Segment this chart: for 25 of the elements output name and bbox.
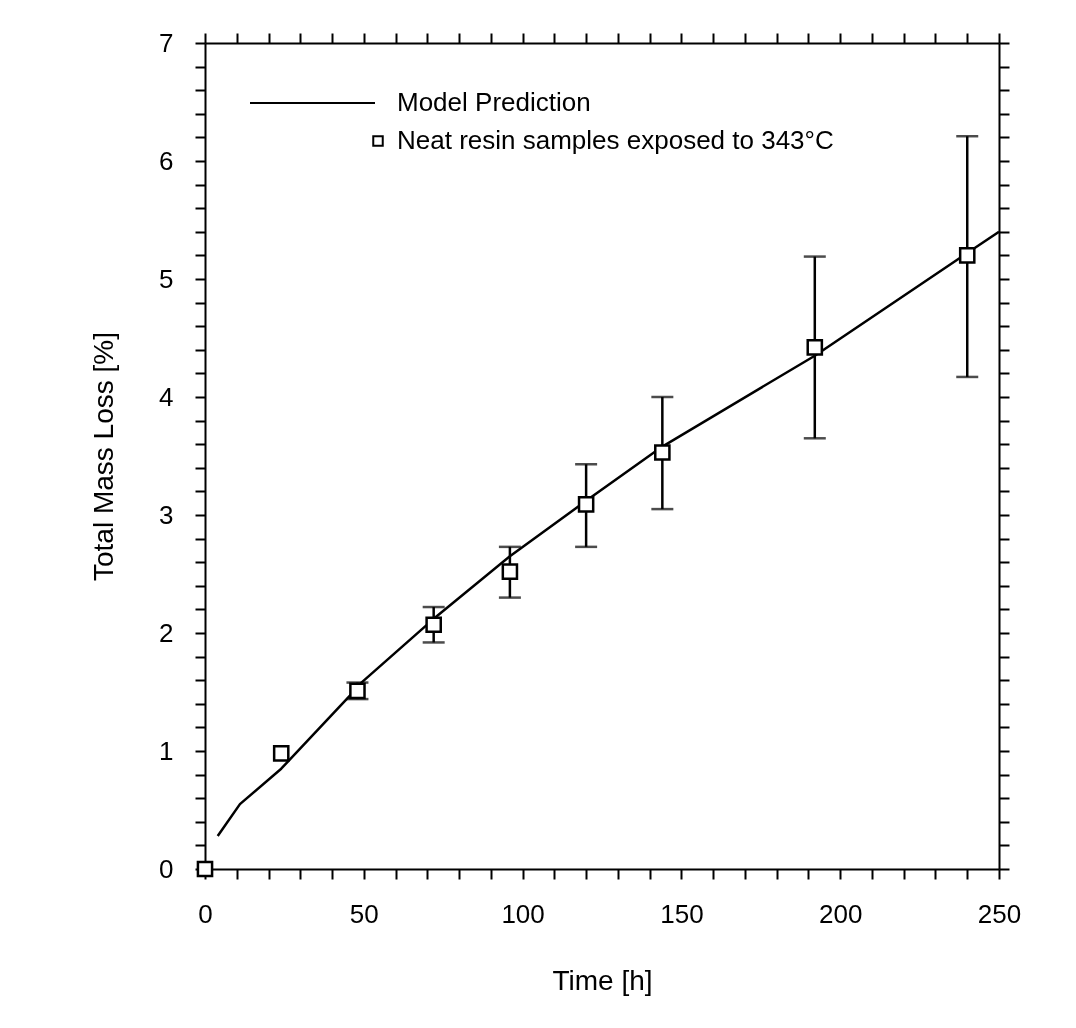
x-tick-label: 0 bbox=[198, 898, 213, 929]
point bbox=[806, 339, 824, 356]
x-tick-label: 100 bbox=[501, 898, 545, 929]
x-tick-label: 200 bbox=[819, 898, 863, 929]
y-tick-label: 3 bbox=[159, 499, 174, 530]
point bbox=[425, 616, 442, 634]
y-tick-label: 6 bbox=[159, 145, 174, 176]
point bbox=[654, 444, 671, 461]
point bbox=[958, 247, 976, 264]
y-tick-label: 2 bbox=[159, 617, 174, 648]
y-tick-label: 7 bbox=[159, 27, 174, 58]
x-tick-label: 150 bbox=[660, 898, 704, 929]
x-tick-label: 50 bbox=[349, 898, 379, 929]
y-axis-title: Total Mass Loss [%] bbox=[88, 332, 120, 581]
point bbox=[272, 745, 290, 762]
y-tick-label: 4 bbox=[159, 381, 174, 412]
y-tick-label: 1 bbox=[159, 735, 174, 766]
x-axis-title: Time [h] bbox=[552, 964, 653, 996]
y-tick-label: 0 bbox=[159, 853, 174, 884]
legend-label: Neat resin samples exposed to 343°C bbox=[397, 125, 834, 155]
point bbox=[577, 496, 595, 513]
y-tick-label: 5 bbox=[159, 263, 174, 294]
legend-label: Model Prediction bbox=[397, 87, 591, 117]
x-tick-label: 250 bbox=[977, 898, 1022, 929]
point bbox=[501, 563, 519, 580]
